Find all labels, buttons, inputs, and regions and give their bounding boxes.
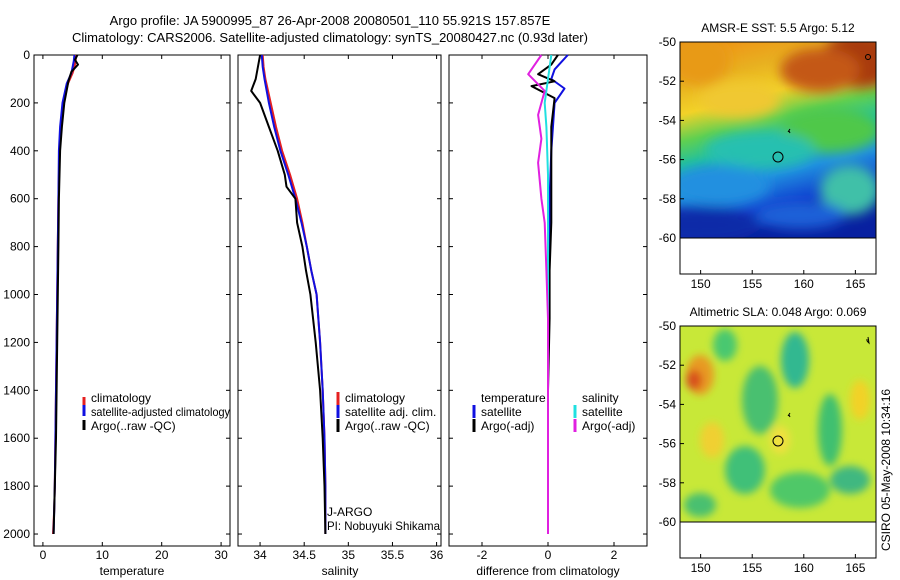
x-tick-label: 30 (214, 548, 228, 562)
temperature-series-satellite-adjusted-climatology (52, 54, 76, 535)
legend-label-climatology: climatology (91, 391, 151, 405)
x-tick-label: 2 (611, 548, 618, 562)
x-tick-label: 10 (96, 548, 110, 562)
legend-label-argo: Argo(..raw -QC) (91, 419, 176, 433)
legend-label-satellite-adjusted: satellite-adjusted climatology (91, 405, 230, 419)
map-y-tick-label: -56 (659, 153, 677, 167)
timestamp-stamp: CSIRO 05-May-2008 10:34:16 (879, 389, 893, 551)
sst-float-track-icon (787, 128, 791, 134)
temperature-series (52, 54, 79, 535)
float-program-annotation: J-ARGO (327, 505, 372, 519)
sla-ticks: 150 155 160 165 -50 -52 -54 -56 -58 -60 (659, 319, 866, 575)
temperature-legend: climatology satellite-adjusted climatolo… (82, 391, 230, 433)
legend-label-salinity-argo: Argo(-adj) (582, 419, 635, 433)
map-x-tick-label: 160 (794, 561, 814, 575)
map-y-tick-label: -58 (659, 192, 677, 206)
legend-label-argo: Argo(..raw -QC) (345, 419, 430, 433)
y-tick-label: 1400 (3, 383, 30, 397)
x-tick-label: -2 (477, 548, 488, 562)
sla-float-track-icon (787, 412, 791, 418)
sst-ticks: 150 155 160 165 -50 -52 -54 -56 -58 -60 (659, 35, 866, 291)
salinity-series-argo-raw-qc (250, 54, 327, 535)
y-tick-label: 2000 (3, 527, 30, 541)
sst-argo-position-marker (772, 151, 784, 163)
temperature-axes-frame (33, 54, 231, 547)
salinity-legend: climatology satellite adj. clim. Argo(..… (336, 391, 436, 433)
sla-map-panel: Altimetric SLA: 0.048 Argo: 0.069 (659, 305, 877, 575)
map-y-tick-label: -60 (659, 515, 677, 529)
map-y-tick-label: -60 (659, 231, 677, 245)
salinity-series-satellite-adj-clim (260, 54, 327, 534)
sst-map-axes (679, 41, 877, 275)
map-y-tick-label: -52 (659, 74, 677, 88)
map-x-tick-label: 150 (691, 561, 711, 575)
y-tick-label: 1200 (3, 335, 30, 349)
difference-ticks: -2 0 2 (449, 54, 647, 562)
map-x-tick-label: 165 (845, 277, 865, 291)
difference-series (527, 54, 569, 534)
map-x-tick-label: 150 (691, 277, 711, 291)
salinity-ticks: 34 34.5 35 35.5 36 (238, 54, 444, 562)
y-tick-label: 200 (10, 96, 30, 110)
difference-series-salinity-argo-adj (527, 54, 549, 534)
sla-heatmap-image (680, 326, 876, 522)
sst-map-title: AMSR-E SST: 5.5 Argo: 5.12 (701, 21, 855, 35)
legend-label-satellite-adj: satellite adj. clim. (345, 405, 436, 419)
difference-legend: temperature satellite Argo(-adj) salinit… (472, 391, 635, 433)
x-tick-label: 36 (430, 548, 444, 562)
map-x-tick-label: 160 (794, 277, 814, 291)
y-tick-label: 1600 (3, 431, 30, 445)
temperature-ticks: 0 10 20 30 0 200 400 600 800 1000 1200 1400 1600 1800… (3, 48, 230, 562)
map-y-tick-label: -50 (659, 35, 677, 49)
y-tick-label: 800 (10, 240, 30, 254)
difference-panel: -2 0 2 difference from climatology tempera… (448, 54, 648, 578)
x-tick-label: 0 (545, 548, 552, 562)
salinity-axes-frame (237, 54, 442, 547)
sla-marker-icon (866, 336, 870, 345)
x-tick-label: 35 (342, 548, 356, 562)
temperature-xlabel: temperature (100, 564, 165, 578)
sla-map-axes (679, 325, 877, 559)
x-tick-label: 0 (40, 548, 47, 562)
salinity-series (250, 54, 327, 535)
y-tick-label: 600 (10, 192, 30, 206)
temperature-panel: 0 10 20 30 0 200 400 600 800 1000 1200 1400 1600 1800… (3, 48, 231, 578)
y-tick-label: 1000 (3, 288, 30, 302)
legend-title-salinity: salinity (582, 391, 619, 405)
legend-label-salinity-satellite: satellite (582, 405, 623, 419)
map-y-tick-label: -50 (659, 319, 677, 333)
y-tick-label: 400 (10, 144, 30, 158)
x-tick-label: 34 (253, 548, 267, 562)
legend-label-temperature-satellite: satellite (481, 405, 522, 419)
y-tick-label: 1800 (3, 479, 30, 493)
x-tick-label: 35.5 (381, 548, 405, 562)
y-tick-label: 0 (23, 48, 30, 62)
sst-marker-icon (865, 54, 871, 60)
sst-heatmap-image (680, 42, 876, 238)
figure-title-line-2: Climatology: CARS2006. Satellite-adjuste… (72, 30, 588, 45)
x-tick-label: 34.5 (293, 548, 317, 562)
map-y-tick-label: -54 (659, 113, 677, 127)
sla-map-title: Altimetric SLA: 0.048 Argo: 0.069 (690, 305, 867, 319)
figure-title-line-1: Argo profile: JA 5900995_87 26-Apr-2008 … (109, 13, 551, 28)
map-x-tick-label: 155 (742, 277, 762, 291)
sla-argo-position-marker (772, 435, 784, 447)
principal-investigator-annotation: PI: Nobuyuki Shikama (327, 519, 440, 533)
legend-title-temperature: temperature (481, 391, 546, 405)
sst-map-panel: AMSR-E SST: 5.5 Argo: 5.12 150 155 160 165 -… (659, 21, 877, 291)
salinity-panel: 34 34.5 35 35.5 36 salinity climatology sate… (237, 54, 444, 578)
map-y-tick-label: -58 (659, 476, 677, 490)
map-x-tick-label: 165 (845, 561, 865, 575)
map-y-tick-label: -52 (659, 358, 677, 372)
map-y-tick-label: -56 (659, 437, 677, 451)
difference-xlabel: difference from climatology (476, 564, 619, 578)
legend-label-climatology: climatology (345, 391, 405, 405)
temperature-series-argo-raw-qc (52, 54, 79, 535)
legend-label-temperature-argo: Argo(-adj) (481, 419, 534, 433)
map-y-tick-label: -54 (659, 397, 677, 411)
map-x-tick-label: 155 (742, 561, 762, 575)
salinity-xlabel: salinity (322, 564, 359, 578)
x-tick-label: 20 (155, 548, 169, 562)
